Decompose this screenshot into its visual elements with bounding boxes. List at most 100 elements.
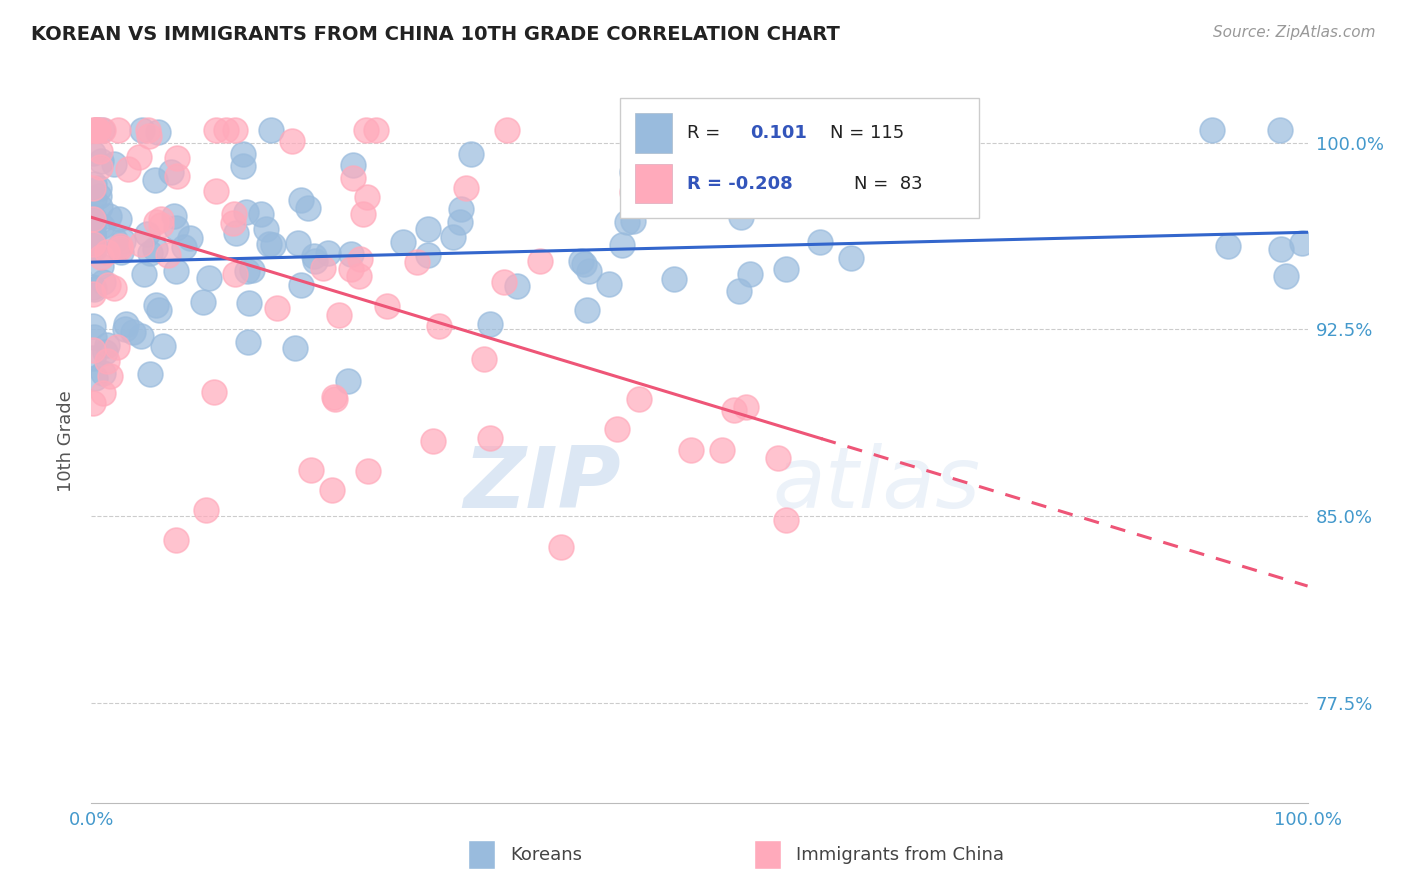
Point [202, 384, 225, 399]
Point [606, 422, 628, 436]
Point [416, 247, 439, 261]
Point [204, 184, 226, 198]
Point [105, 340, 128, 354]
Point [1201, 123, 1223, 137]
Point [84, 123, 107, 137]
Point [679, 442, 702, 457]
Point [1274, 268, 1296, 283]
Text: KOREAN VS IMMIGRANTS FROM CHINA 10TH GRADE CORRELATION CHART: KOREAN VS IMMIGRANTS FROM CHINA 10TH GRA… [31, 25, 839, 44]
Point [392, 235, 415, 249]
Point [224, 267, 246, 281]
Point [91, 366, 114, 380]
Point [262, 237, 284, 252]
Point [91, 219, 114, 234]
Point [775, 261, 797, 276]
Point [82, 211, 104, 226]
Point [620, 185, 643, 199]
Point [84, 241, 107, 255]
Point [569, 253, 592, 268]
Bar [636, 164, 672, 203]
Point [238, 334, 260, 349]
Point [225, 226, 247, 240]
Point [91, 276, 114, 290]
Point [157, 248, 180, 262]
Point [82, 212, 104, 227]
Point [232, 159, 254, 173]
Point [108, 212, 131, 227]
Point [191, 295, 214, 310]
Point [323, 390, 346, 404]
Point [97, 278, 120, 293]
Point [204, 123, 226, 137]
Point [87, 189, 110, 203]
Text: atlas: atlas [772, 443, 980, 526]
Point [349, 269, 371, 284]
Text: R = -0.208: R = -0.208 [688, 175, 793, 193]
Point [91, 123, 114, 137]
Point [492, 275, 515, 289]
Point [138, 367, 160, 381]
Y-axis label: 10th Grade: 10th Grade [58, 391, 76, 492]
Point [82, 280, 104, 294]
Point [215, 123, 238, 137]
Point [1268, 123, 1291, 137]
Point [478, 317, 501, 331]
Point [83, 282, 105, 296]
Point [129, 237, 152, 252]
Point [766, 451, 789, 466]
Point [321, 483, 343, 497]
Point [224, 123, 246, 137]
Point [297, 201, 319, 215]
Point [1270, 242, 1292, 256]
Point [97, 209, 120, 223]
Point [616, 215, 638, 229]
Point [82, 351, 104, 365]
Point [529, 254, 551, 268]
Point [82, 343, 104, 357]
Point [406, 255, 429, 269]
Point [83, 330, 105, 344]
Point [342, 158, 364, 172]
Point [82, 220, 104, 235]
Point [302, 249, 325, 263]
Point [143, 242, 166, 256]
Point [110, 238, 132, 252]
Point [152, 339, 174, 353]
Point [260, 123, 283, 137]
Point [628, 392, 651, 406]
Point [165, 533, 187, 547]
Point [90, 123, 112, 137]
Point [149, 218, 172, 232]
Point [723, 403, 745, 417]
Point [104, 233, 127, 247]
Point [145, 298, 167, 312]
Point [290, 278, 312, 293]
Point [146, 125, 169, 139]
Point [304, 253, 326, 268]
Point [299, 463, 322, 477]
Point [235, 205, 257, 219]
Point [89, 160, 111, 174]
Point [366, 123, 388, 137]
Point [354, 123, 377, 137]
Point [166, 169, 188, 183]
Point [612, 238, 634, 252]
Point [165, 221, 187, 235]
Point [1218, 238, 1240, 252]
Point [86, 123, 108, 137]
Point [82, 224, 104, 238]
Point [131, 123, 153, 137]
Point [82, 243, 104, 257]
Point [84, 123, 107, 137]
Point [339, 261, 361, 276]
Point [84, 370, 107, 384]
Point [222, 207, 245, 221]
Point [83, 178, 105, 192]
Point [496, 123, 519, 137]
Point [311, 261, 333, 276]
Point [114, 321, 136, 335]
Point [89, 144, 111, 158]
Point [1291, 235, 1313, 250]
Point [82, 229, 104, 244]
Bar [468, 840, 495, 870]
